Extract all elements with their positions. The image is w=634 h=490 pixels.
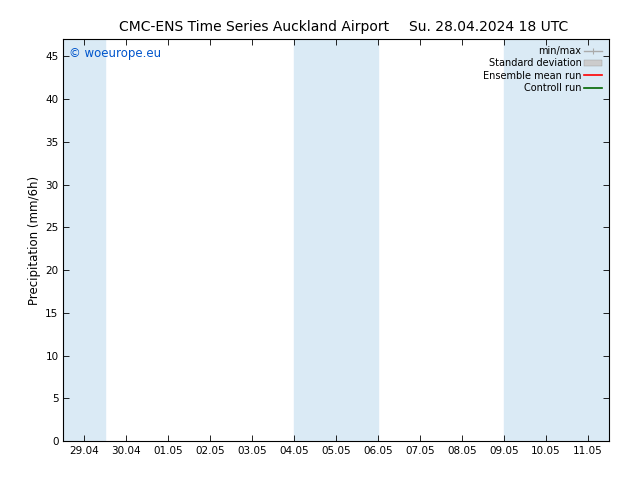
Bar xyxy=(294,39,378,441)
Text: Su. 28.04.2024 18 UTC: Su. 28.04.2024 18 UTC xyxy=(409,20,568,34)
Y-axis label: Precipitation (mm/6h): Precipitation (mm/6h) xyxy=(28,175,41,305)
Text: © woeurope.eu: © woeurope.eu xyxy=(69,47,161,60)
Bar xyxy=(504,39,609,441)
Text: CMC-ENS Time Series Auckland Airport: CMC-ENS Time Series Auckland Airport xyxy=(119,20,389,34)
Bar xyxy=(63,39,105,441)
Legend: min/max, Standard deviation, Ensemble mean run, Controll run: min/max, Standard deviation, Ensemble me… xyxy=(481,44,604,95)
